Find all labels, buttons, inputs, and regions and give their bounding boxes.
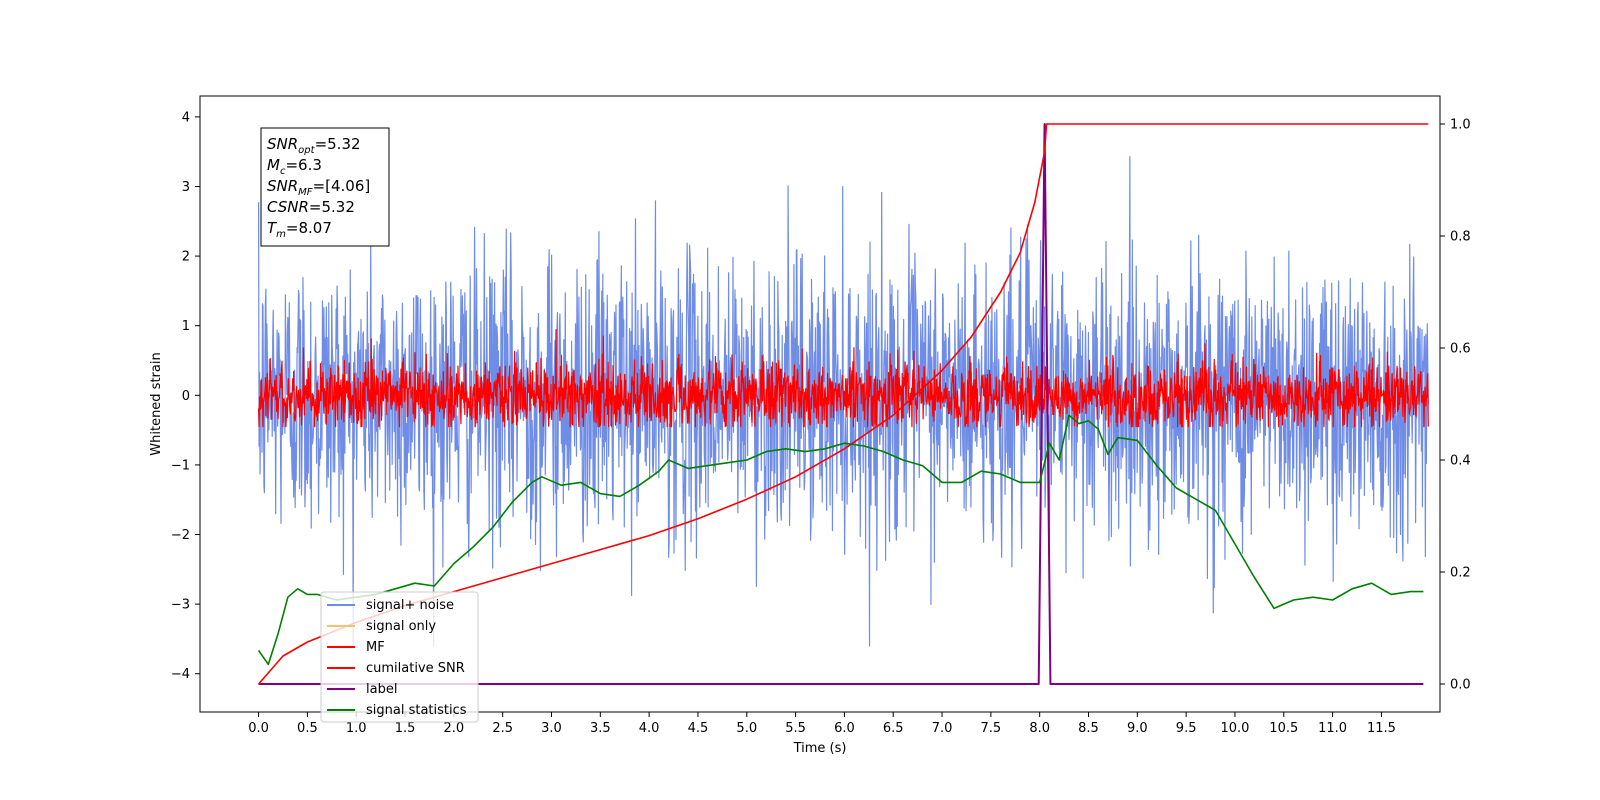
legend: signal+ noise signal only MF cumilative … bbox=[320, 591, 479, 723]
y2-tick-label: 0.0 bbox=[1450, 678, 1471, 693]
legend-label-signal-noise: signal+ noise bbox=[366, 598, 454, 613]
legend-label-mf: MF bbox=[366, 640, 385, 655]
x-tick-label: 0.5 bbox=[297, 721, 318, 736]
x-tick-label: 11.0 bbox=[1318, 721, 1347, 736]
y2-tick-label: 0.6 bbox=[1450, 342, 1471, 357]
x-tick-label: 10.0 bbox=[1220, 721, 1249, 736]
legend-frame bbox=[320, 591, 479, 723]
y-axis-left: −4 −3 −2 −1 0 1 2 3 4 bbox=[171, 110, 200, 682]
y-tick-label: −2 bbox=[171, 528, 190, 543]
x-tick-label: 1.0 bbox=[346, 721, 367, 736]
x-tick-label: 9.5 bbox=[1176, 721, 1197, 736]
x-tick-label: 5.0 bbox=[736, 721, 757, 736]
x-tick-label: 1.5 bbox=[395, 721, 416, 736]
y2-tick-label: 0.2 bbox=[1450, 566, 1471, 581]
x-tick-label: 4.5 bbox=[688, 721, 709, 736]
x-tick-label: 6.0 bbox=[834, 721, 855, 736]
x-tick-label: 7.5 bbox=[981, 721, 1002, 736]
series-label bbox=[258, 123, 1424, 685]
x-tick-label: 5.5 bbox=[785, 721, 806, 736]
annotation-snr-mf: SNRMF=[4.06] bbox=[267, 177, 370, 198]
y-axis-right: 0.0 0.2 0.4 0.6 0.8 1.0 bbox=[1440, 118, 1471, 693]
x-axis: 0.0 0.5 1.0 1.5 2.0 2.5 3.0 3.5 4.0 4.5 5.0 5.5 6.0 6… bbox=[248, 712, 1396, 736]
x-tick-label: 2.5 bbox=[492, 721, 513, 736]
y2-tick-label: 0.8 bbox=[1450, 230, 1471, 245]
x-tick-label: 7.0 bbox=[932, 721, 953, 736]
annotation-frame bbox=[260, 127, 390, 247]
x-tick-label: 6.5 bbox=[883, 721, 904, 736]
y-tick-label: 2 bbox=[182, 250, 190, 265]
y-axis-label: Whitened strain bbox=[149, 352, 164, 455]
series-mf bbox=[257, 329, 1429, 428]
annotation-box: SNRopt=5.32 Mc=6.3 SNRMF=[4.06] CSNR=5.3… bbox=[260, 127, 390, 247]
annotation-csnr: CSNR=5.32 bbox=[267, 198, 355, 216]
series-signal-noise bbox=[257, 155, 1429, 647]
x-tick-label: 9.0 bbox=[1127, 721, 1148, 736]
x-tick-label: 3.0 bbox=[541, 721, 562, 736]
curves-layer bbox=[257, 123, 1429, 685]
x-tick-label: 8.0 bbox=[1029, 721, 1050, 736]
legend-label-cum-snr: cumilative SNR bbox=[366, 661, 465, 676]
annotation-tm: Tm=8.07 bbox=[267, 219, 332, 240]
x-axis-label: Time (s) bbox=[793, 741, 847, 756]
y-tick-label: 3 bbox=[182, 180, 190, 195]
x-tick-label: 3.5 bbox=[590, 721, 611, 736]
x-tick-label: 10.5 bbox=[1269, 721, 1298, 736]
legend-label-label: label bbox=[366, 682, 397, 697]
annotation-mc: Mc=6.3 bbox=[267, 156, 322, 177]
x-tick-label: 11.5 bbox=[1367, 721, 1396, 736]
y-tick-label: 4 bbox=[182, 110, 190, 125]
annotation-snr-opt: SNRopt=5.32 bbox=[267, 135, 361, 156]
y-tick-label: 0 bbox=[182, 389, 190, 404]
x-tick-label: 4.0 bbox=[639, 721, 660, 736]
y2-tick-label: 0.4 bbox=[1450, 454, 1471, 469]
y2-tick-label: 1.0 bbox=[1450, 118, 1471, 133]
y-tick-label: 1 bbox=[182, 319, 190, 334]
series-signal-statistics bbox=[257, 414, 1424, 666]
x-tick-label: 2.0 bbox=[444, 721, 465, 736]
x-tick-label: 8.5 bbox=[1078, 721, 1099, 736]
x-tick-label: 0.0 bbox=[248, 721, 269, 736]
y-tick-label: −1 bbox=[171, 458, 190, 473]
y-tick-label: −4 bbox=[171, 667, 190, 682]
legend-label-signal-only: signal only bbox=[366, 619, 436, 634]
legend-label-stats: signal statistics bbox=[366, 703, 467, 718]
y-tick-label: −3 bbox=[171, 598, 190, 613]
